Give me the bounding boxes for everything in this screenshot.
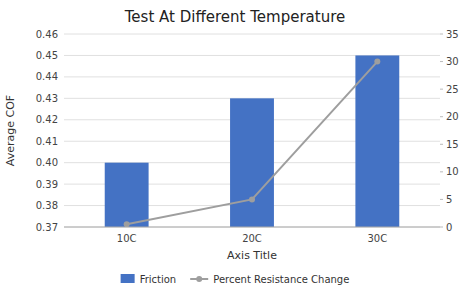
plot-area [105,55,400,227]
y-tick-label: 0.43 [36,93,58,104]
line-marker [124,221,130,227]
y2-tick-label: 35 [446,29,459,40]
x-tick-label: 10C [117,233,137,244]
y2-tick [440,171,443,172]
chart: Test At Different Temperature 0.37 0.38 0.3… [0,0,470,289]
y-tick-label: 0.46 [36,29,58,40]
y2-tick-label: 15 [446,139,459,150]
y-tick-label: 0.41 [36,136,58,147]
legend-swatch [121,274,135,283]
y2-tick [440,34,443,35]
y2-tick-label: 25 [446,84,459,95]
y-tick-label: 0.44 [36,71,58,82]
y2-tick-label: 20 [446,111,459,122]
chart-container: Test At Different Temperature 0.37 0.38 0.3… [0,0,470,289]
legend-marker [196,276,202,282]
background [0,0,470,289]
bar [105,163,149,227]
y2-tick-label: 30 [446,56,459,67]
y2-tick-label: 0 [446,222,452,233]
legend-label: Percent Resistance Change [213,274,349,285]
title: Test At Different Temperature [124,8,345,26]
bar [230,98,274,227]
y-tick-label: 0.40 [36,157,58,168]
y2-tick-label: 10 [446,166,459,177]
x-tick-label: 20C [242,233,262,244]
y2-tick-label: 5 [446,194,452,205]
x-tick-label: 30C [367,233,387,244]
legend: Friction Percent Resistance Change [121,274,350,285]
y-tick-label: 0.45 [36,50,58,61]
legend-label: Friction [140,274,177,285]
y-tick-label: 0.39 [36,179,58,190]
line [127,62,378,225]
y-tick-label: 0.42 [36,114,58,125]
legend-item: Friction [121,274,177,285]
y2-tick [440,144,443,145]
x-axis-label: Axis Title [227,249,277,262]
grid-line [64,34,440,35]
legend-item: Percent Resistance Change [190,274,349,285]
y2-tick [440,199,443,200]
bar [355,55,399,227]
y-tick-label: 0.37 [36,222,58,233]
line-marker [249,196,255,202]
y-tick-label: 0.38 [36,200,58,211]
line-marker [374,59,380,65]
y2-tick [440,89,443,90]
grid-line [64,227,440,228]
y2-tick [440,227,443,228]
y2-tick [440,116,443,117]
y-axis-label: Average COF [4,95,17,166]
x-axis-line [64,227,440,228]
y2-tick [440,61,443,62]
